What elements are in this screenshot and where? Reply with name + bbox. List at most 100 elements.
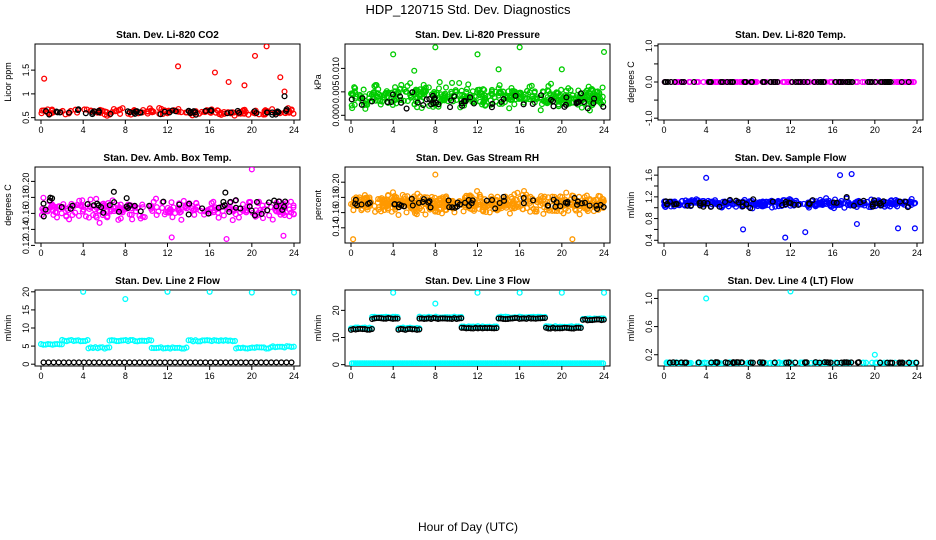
data-point (375, 196, 382, 203)
data-point (782, 234, 789, 241)
data-point (408, 195, 415, 202)
data-point (733, 197, 740, 204)
data-point (845, 78, 852, 86)
chart-panel: Stan. Dev. Li-820 Pressure 0 4 8 12 16 20 24 0.0… (313, 30, 611, 135)
data-point (111, 199, 118, 206)
data-point (491, 325, 498, 332)
data-point (678, 198, 686, 205)
data-point (801, 359, 809, 366)
data-point (40, 194, 47, 201)
data-point (411, 67, 418, 74)
data-point (115, 216, 122, 223)
data-point (58, 204, 65, 211)
data-point (96, 219, 103, 226)
data-point (86, 359, 93, 366)
data-point (527, 208, 534, 215)
data-point (707, 203, 714, 210)
data-point (448, 79, 456, 86)
data-point (379, 202, 386, 209)
data-point (528, 82, 535, 89)
data-point (804, 78, 811, 86)
data-point (176, 201, 183, 208)
data-point (529, 100, 536, 108)
y-tick-label: 0.14 (331, 219, 341, 237)
data-point (466, 94, 474, 101)
data-point (552, 93, 559, 100)
data-point (512, 92, 519, 99)
data-point (687, 78, 694, 86)
data-point (273, 359, 280, 366)
data-point (435, 85, 443, 92)
data-point (564, 198, 571, 206)
data-point (136, 359, 143, 366)
data-point (600, 103, 607, 110)
data-point (887, 359, 894, 366)
data-point (530, 197, 537, 204)
data-point (486, 209, 493, 216)
data-point (417, 86, 424, 93)
data-point (501, 99, 508, 106)
data-point (210, 198, 217, 205)
data-point (281, 88, 288, 95)
data-point (600, 316, 607, 323)
data-point (116, 359, 123, 366)
data-point (458, 102, 466, 109)
data-point (265, 199, 273, 206)
data-point (360, 86, 367, 93)
data-point (561, 103, 568, 110)
data-point (877, 199, 884, 206)
panel-title: Stan. Dev. Line 2 Flow (115, 276, 220, 287)
data-point (251, 52, 259, 59)
data-point (701, 359, 708, 366)
data-point (442, 84, 450, 91)
chart-panel: Stan. Dev. Sample Flow 0 4 8 12 16 20 24 0.4 0.8 1… (626, 153, 924, 258)
x-tick-label: 24 (599, 371, 609, 381)
data-point (425, 199, 432, 206)
data-point (558, 290, 565, 296)
data-point (880, 359, 887, 366)
data-point (269, 106, 276, 113)
x-tick-label: 20 (247, 248, 257, 258)
data-point (884, 359, 891, 366)
data-point (41, 75, 48, 82)
data-point (749, 78, 756, 86)
data-point (391, 201, 398, 208)
y-tick-label: 1.2 (644, 191, 654, 204)
data-point (469, 197, 476, 204)
data-point (185, 211, 192, 218)
data-point (666, 359, 673, 366)
data-point (384, 98, 391, 106)
chart-panel: Stan. Dev. Line 3 Flow 0 4 8 12 16 20 24 0 10 20 ml… (313, 276, 611, 381)
data-point (53, 214, 61, 221)
data-point (223, 235, 230, 243)
x-tick-label: 16 (515, 248, 525, 258)
data-point (541, 314, 549, 322)
data-point (811, 78, 818, 86)
data-point (432, 300, 439, 307)
x-tick-label: 12 (785, 125, 795, 135)
data-point (474, 51, 481, 58)
y-tick-label: 0.5 (21, 111, 31, 124)
data-point (278, 359, 285, 366)
x-tick-label: 4 (704, 125, 709, 135)
y-tick-label: 1.0 (644, 292, 654, 305)
data-point (422, 211, 429, 218)
data-point (838, 359, 845, 366)
data-point (255, 211, 262, 218)
data-point (139, 201, 146, 208)
data-point (106, 344, 113, 351)
data-point (740, 226, 747, 233)
data-point (219, 203, 226, 210)
data-point (565, 207, 572, 214)
x-tick-label: 0 (38, 248, 43, 258)
data-point (199, 205, 206, 212)
data-point (90, 108, 98, 115)
data-point (586, 202, 593, 209)
data-point (774, 78, 781, 86)
data-point (897, 359, 904, 366)
x-tick-label: 4 (391, 125, 396, 135)
data-point (845, 199, 852, 206)
data-point (855, 359, 862, 366)
data-point (282, 107, 290, 114)
data-point (779, 202, 786, 209)
